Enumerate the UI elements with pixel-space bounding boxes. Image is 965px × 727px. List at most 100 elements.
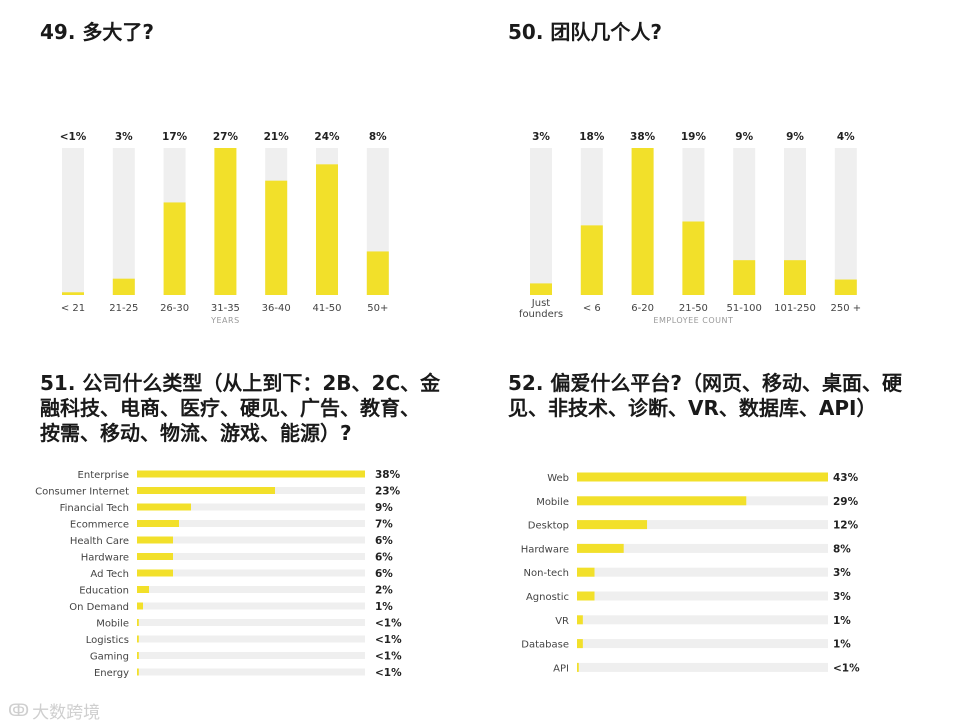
- tick-label: < 21: [61, 303, 85, 314]
- bar-track: [577, 591, 828, 601]
- category-label: Ad Tech: [90, 569, 129, 580]
- data-label: <1%: [60, 131, 87, 143]
- data-label: 38%: [630, 131, 656, 143]
- bar: [137, 602, 143, 610]
- bar: [214, 148, 237, 295]
- chart-title-age: 49. 多大了?: [40, 20, 154, 44]
- category-label: Ecommerce: [70, 520, 129, 531]
- bar: [577, 615, 583, 625]
- bar: [137, 553, 173, 560]
- bar: [163, 202, 186, 295]
- data-label: <1%: [375, 618, 402, 630]
- bar: [137, 503, 191, 511]
- tick-label: 41-50: [312, 303, 341, 314]
- tick-label: 21-50: [679, 303, 708, 314]
- data-label: 3%: [833, 567, 851, 579]
- axis-title: EMPLOYEE COUNT: [653, 316, 733, 325]
- category-label: Enterprise: [78, 470, 129, 481]
- data-label: 8%: [833, 543, 851, 555]
- data-label: 3%: [532, 131, 550, 143]
- bar: [366, 251, 389, 295]
- data-label: 1%: [375, 601, 393, 613]
- bar: [577, 520, 648, 530]
- data-label: 6%: [375, 568, 393, 580]
- data-label: 12%: [833, 520, 859, 532]
- data-label: 2%: [375, 585, 393, 597]
- bar-track: [137, 569, 365, 577]
- title-line: 见、非技术、诊断、VR、数据库、API）: [508, 396, 877, 420]
- category-label: On Demand: [69, 602, 129, 613]
- tick-label: < 6: [583, 303, 601, 314]
- watermark-text: 大数跨境: [32, 703, 101, 723]
- data-label: 6%: [375, 535, 393, 547]
- data-label: 24%: [314, 131, 340, 143]
- tick-label: 36-40: [262, 303, 291, 314]
- bar-track: [137, 635, 365, 643]
- tick-label: 26-30: [160, 303, 189, 314]
- data-label: 43%: [833, 472, 859, 484]
- bar-track: [62, 148, 84, 295]
- bar: [631, 148, 654, 295]
- title-line: 52. 偏爱什么平台?（网页、移动、桌面、硬: [508, 371, 902, 395]
- chart-company-type: Enterprise 38% Consumer Internet 23% Financi…: [35, 469, 402, 679]
- tick-label: 250 +: [830, 303, 861, 314]
- category-label: Hardware: [521, 544, 569, 555]
- tick-label: Just: [531, 298, 550, 309]
- tick-label: founders: [519, 309, 563, 320]
- bar: [784, 260, 806, 295]
- data-label: 29%: [833, 496, 859, 508]
- bar-track: [112, 148, 135, 295]
- bar: [577, 567, 595, 577]
- bar: [682, 221, 705, 295]
- bar: [62, 292, 84, 295]
- category-label: Agnostic: [526, 592, 569, 603]
- bar: [137, 619, 139, 626]
- bar: [577, 472, 828, 482]
- tick-label: 51-100: [726, 303, 761, 314]
- bar-track: [137, 536, 365, 544]
- data-label: 4%: [837, 131, 855, 143]
- bar-track: [577, 615, 828, 625]
- bar: [137, 586, 149, 593]
- chart-title-team-size: 50. 团队几个人?: [508, 20, 662, 44]
- data-label: 38%: [375, 469, 401, 481]
- bar: [580, 225, 603, 295]
- category-label: Mobile: [536, 497, 569, 508]
- bar-track: [577, 639, 828, 649]
- bar-track: [530, 148, 552, 295]
- category-label: Non-tech: [524, 568, 569, 579]
- bar: [112, 278, 135, 295]
- data-label: <1%: [375, 667, 402, 679]
- bar-track: [137, 586, 365, 593]
- bar: [137, 569, 173, 577]
- bar: [137, 487, 275, 494]
- watermark: ↂ 大数跨境: [8, 698, 101, 724]
- bar-track: [137, 619, 365, 626]
- data-label: 21%: [264, 131, 290, 143]
- bar-track: [577, 543, 828, 553]
- chart-title-company-type: 51. 公司什么类型（从上到下：2B、2C、金 融科技、电商、医疗、硬见、广告、…: [40, 371, 460, 446]
- bar-track: [137, 503, 365, 511]
- data-label: 19%: [681, 131, 707, 143]
- bar: [137, 536, 173, 544]
- category-label: VR: [555, 616, 569, 627]
- bar: [265, 180, 288, 295]
- title-line: 51. 公司什么类型（从上到下：2B、2C、金: [40, 371, 441, 395]
- bar-track: [577, 567, 828, 577]
- chart-platform: Web 43% Mobile 29% Desktop 12% Hardware 8% Non-t…: [521, 472, 860, 674]
- bar: [834, 279, 857, 295]
- data-label: 23%: [375, 486, 401, 498]
- category-label: Desktop: [528, 521, 569, 532]
- data-label: 7%: [375, 519, 393, 531]
- category-label: Education: [79, 586, 129, 597]
- data-label: 3%: [833, 591, 851, 603]
- chart-title-platform: 52. 偏爱什么平台?（网页、移动、桌面、硬 见、非技术、诊断、VR、数据库、A…: [508, 371, 938, 421]
- data-label: 3%: [115, 131, 133, 143]
- bar-track: [784, 148, 806, 295]
- watermark-logo-icon: ↂ: [8, 700, 30, 721]
- bar: [137, 668, 139, 676]
- tick-label: 21-25: [109, 303, 138, 314]
- bar: [316, 164, 338, 295]
- bar: [577, 662, 579, 672]
- data-label: 18%: [579, 131, 605, 143]
